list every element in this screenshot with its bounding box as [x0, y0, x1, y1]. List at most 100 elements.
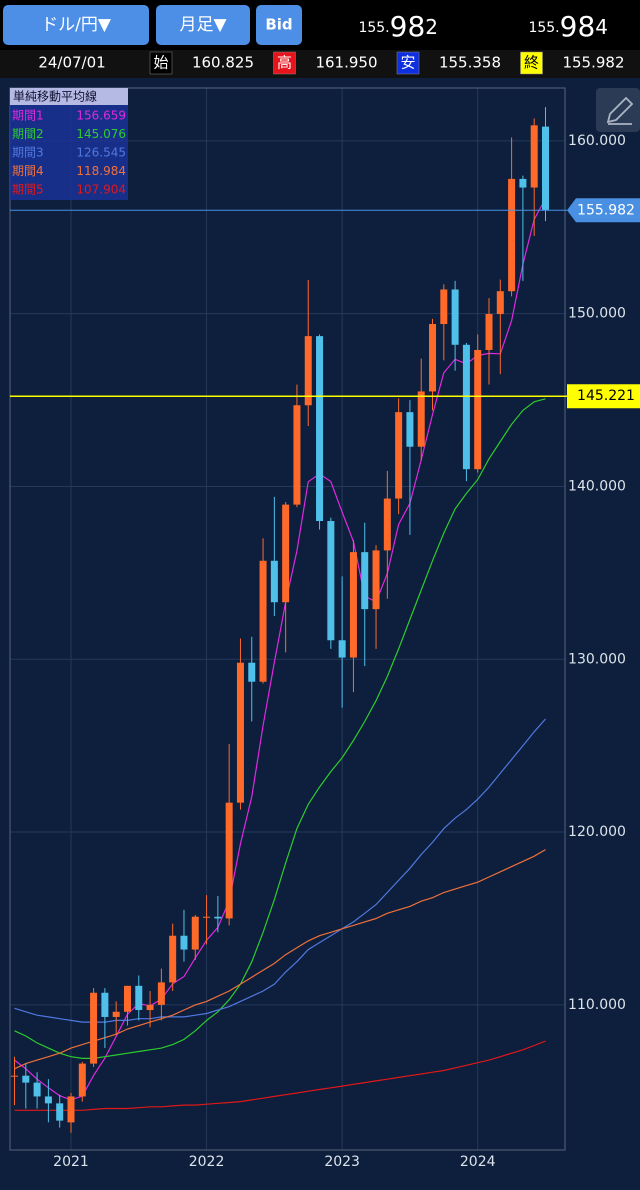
plot [10, 88, 565, 1150]
price-tag-label: 155.982 [577, 202, 635, 218]
ask-last: 4 [595, 15, 608, 39]
ask-big: 98 [560, 10, 596, 43]
legend-title: 単純移動平均線 [13, 89, 97, 104]
ma-line [14, 198, 547, 1101]
candle-body [316, 336, 324, 522]
y-tick-label: 150.000 [568, 306, 626, 322]
candle-body [530, 125, 538, 188]
candle-body [112, 1011, 120, 1017]
candle-body [485, 314, 493, 350]
candle-body [361, 552, 369, 610]
candle-body [22, 1075, 30, 1083]
candle-body [225, 802, 233, 919]
candle-body [67, 1096, 75, 1123]
candle-body [203, 916, 211, 918]
candle-body [383, 498, 391, 551]
candle-body [304, 336, 312, 406]
ohlc-tag: 高 [277, 54, 292, 72]
y-tick-label: 110.000 [568, 997, 626, 1013]
candle-body [56, 1103, 64, 1121]
legend-title-bg [10, 88, 128, 105]
candle-body [417, 391, 425, 447]
candle-body [11, 1075, 18, 1077]
ma-line [14, 718, 546, 1023]
edit-bg [596, 88, 640, 132]
candle-body [474, 349, 482, 470]
candle-body [406, 412, 414, 447]
candle-body [440, 289, 448, 325]
ma-line [14, 398, 546, 1059]
price-tag-label: 145.221 [577, 388, 635, 404]
legend-value: 118.984 [76, 164, 126, 178]
price-tag [567, 198, 640, 223]
ohlc-row: 始 160.825 高 161.950 安 155.358 終 155.982 [149, 51, 625, 75]
candle-body [101, 992, 109, 1017]
candle-body [123, 985, 131, 1012]
candle-body [236, 662, 244, 803]
legend-label: 期間1 [12, 109, 44, 123]
ohlc-value: 160.825 [192, 54, 254, 72]
period-button[interactable] [156, 5, 250, 45]
candle-body [338, 640, 346, 658]
x-tick-label: 2021 [53, 1154, 89, 1170]
x-tick-label: 2023 [324, 1154, 360, 1170]
legend-value: 126.545 [76, 146, 126, 160]
candle-body [542, 126, 549, 211]
plot-frame [9, 87, 566, 1151]
edit-button[interactable] [596, 88, 640, 132]
candle-body [33, 1082, 41, 1097]
bid-big: 98 [390, 10, 426, 43]
ask-price: 155.984 [528, 10, 608, 43]
candle-body [78, 1063, 86, 1097]
candle-body [191, 916, 199, 950]
legend-label: 期間3 [12, 146, 44, 160]
y-tick-label: 140.000 [568, 478, 626, 494]
bid-button[interactable] [256, 5, 302, 45]
y-tick-label: 130.000 [568, 651, 626, 667]
x-tick-label: 2024 [460, 1154, 496, 1170]
candle-body [259, 560, 267, 682]
period-label: 月足▼ [179, 15, 227, 35]
x-tick-label: 2022 [189, 1154, 225, 1170]
candle-body [293, 405, 301, 505]
legend-value: 145.076 [76, 127, 126, 141]
candle-body [496, 291, 504, 315]
candle-body [451, 289, 459, 345]
candle-body [282, 504, 290, 603]
date: 24/07/01 [38, 54, 105, 72]
ohlc-tag-bg [396, 51, 420, 75]
ask-small: 155. [528, 20, 559, 36]
candle-body [372, 550, 380, 610]
bid-small: 155. [358, 20, 389, 36]
legend-label: 期間4 [12, 164, 44, 178]
pair-button[interactable] [3, 5, 149, 45]
ohlc-value: 155.982 [562, 54, 624, 72]
legend-value: 107.904 [76, 183, 126, 197]
ohlc-tag: 安 [400, 54, 415, 72]
ohlc-tag: 始 [153, 54, 168, 72]
candle-body [44, 1096, 52, 1104]
ohlc-tag-bg [149, 51, 173, 75]
candle-body [214, 916, 222, 919]
candle-body [519, 178, 527, 188]
ma-line [14, 849, 546, 1070]
legend-label: 期間2 [12, 127, 44, 141]
candle-body [157, 982, 165, 1005]
bid-last: 2 [425, 15, 438, 39]
price-tag [567, 384, 640, 409]
bid-button-label: Bid [265, 16, 292, 34]
ohlc-value: 161.950 [315, 54, 377, 72]
pair-label: ドル/円▼ [41, 15, 112, 35]
legend-bg [10, 88, 128, 200]
candle-body [508, 178, 516, 292]
ohlc-tag-bg [273, 51, 296, 75]
candle-body [135, 985, 143, 1011]
candle-body [169, 935, 177, 983]
candle-body [90, 992, 98, 1064]
candle-body [462, 344, 470, 470]
candle-body [270, 560, 278, 603]
candle-body [248, 662, 256, 682]
